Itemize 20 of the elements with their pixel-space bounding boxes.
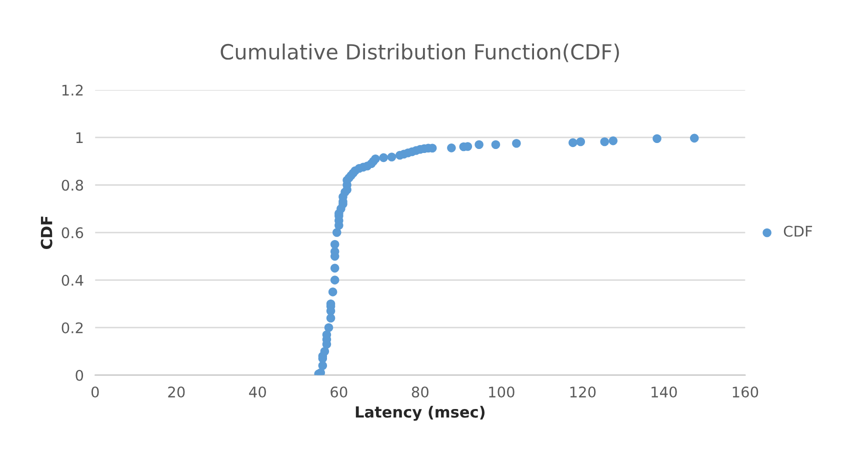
x-axis-title: Latency (msec) bbox=[356, 406, 484, 421]
y-tick-label: 0 bbox=[76, 370, 84, 381]
x-tick-label: 0 bbox=[91, 386, 99, 398]
y-tick-label: 1.2 bbox=[62, 84, 83, 96]
legend-label: CDF bbox=[784, 226, 812, 237]
y-axis-title: CDF bbox=[40, 216, 52, 249]
x-tick-label: 100 bbox=[489, 386, 514, 398]
y-tick-label: 0.8 bbox=[62, 180, 84, 191]
y-tick-label: 0.2 bbox=[62, 322, 83, 334]
x-tick-label: 60 bbox=[330, 386, 348, 398]
y-tick-label: 0.6 bbox=[62, 227, 84, 238]
chart-title: Cumulative Distribution Function(CDF) bbox=[220, 44, 619, 62]
x-tick-label: 40 bbox=[249, 386, 266, 398]
x-tick-label: 20 bbox=[168, 386, 185, 398]
y-tick-label: 0.4 bbox=[62, 274, 84, 286]
x-tick-label: 80 bbox=[412, 386, 428, 398]
x-tick-label: 160 bbox=[732, 386, 758, 398]
y-tick-label: 1 bbox=[76, 132, 83, 144]
x-tick-label: 120 bbox=[570, 386, 596, 398]
x-tick-label: 140 bbox=[652, 386, 677, 398]
